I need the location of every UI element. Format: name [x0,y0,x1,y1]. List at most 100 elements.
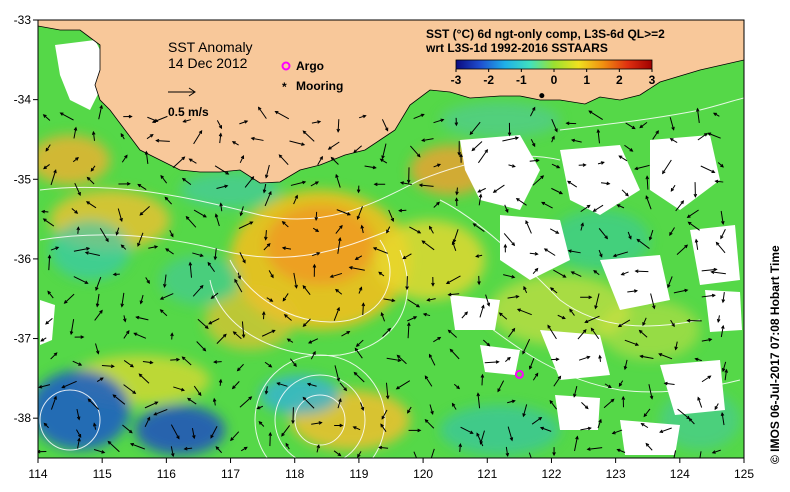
current-vector [50,395,57,410]
current-vector [381,119,389,132]
current-vector [428,353,436,366]
current-vector [522,404,528,418]
current-vector [431,277,435,287]
current-vector [290,180,307,186]
current-vector [714,179,724,184]
current-vector [232,331,242,340]
current-vector [567,180,578,188]
current-vector [407,406,412,414]
current-vector [669,117,675,131]
current-vector [380,312,386,322]
current-vector [503,243,508,253]
current-vector [547,324,557,340]
current-vector [341,331,351,337]
colorbar-tick-label: 1 [583,73,590,87]
current-vector [72,360,83,366]
current-vector [45,317,53,325]
current-vector [107,440,120,453]
current-vector [218,132,223,144]
current-vector [310,181,320,187]
current-vector [263,243,271,251]
current-vector [192,284,204,297]
current-vector [569,308,575,316]
current-vector [61,380,77,389]
current-vector [237,272,242,280]
current-vector [38,384,51,389]
current-vector [329,272,343,278]
vector-scale-label: 0.5 m/s [168,105,209,119]
current-vector [289,140,306,146]
current-vector [285,442,290,450]
current-vector [234,278,243,293]
current-vector [424,419,435,429]
current-vector [455,187,459,196]
x-tick-label: 120 [413,467,433,481]
current-vector [122,424,133,434]
current-vector [604,383,612,389]
current-vector [73,276,89,284]
current-vector [381,409,388,420]
current-vector [667,276,673,289]
current-vector [191,428,196,440]
current-vector [138,373,150,384]
current-vector [348,266,365,271]
current-vector [159,309,168,317]
current-vector [407,316,418,322]
current-vector [639,354,654,359]
current-vector [721,361,727,373]
current-vector [230,431,240,442]
current-vector [577,329,587,340]
current-vector [515,198,527,206]
current-vector [627,231,632,240]
current-vector [721,292,726,304]
current-vector [302,284,311,296]
current-vector [99,227,109,243]
current-vector [484,360,500,364]
current-vector [137,232,144,247]
current-vector [357,451,362,458]
colorbar-tick-label: -3 [451,73,462,87]
current-vector [333,306,340,321]
current-vector [219,202,223,212]
current-vector [139,206,150,216]
current-vector [188,261,193,278]
current-vector [395,380,411,390]
current-vector [594,293,600,310]
current-vector [47,290,54,299]
current-vector [642,317,647,327]
current-vector [264,190,272,207]
current-vector [133,332,147,339]
current-vector [724,368,728,381]
current-vector [590,327,600,340]
current-vector [98,104,103,120]
current-vector [453,383,461,390]
current-vector [596,128,601,144]
current-vector [85,201,97,209]
current-vector [354,255,363,261]
current-vector [308,338,319,344]
current-vector [578,163,587,167]
current-vector [388,209,395,223]
current-vector [386,226,391,234]
current-vector [643,408,651,418]
current-vector [581,402,589,410]
argo-markers [514,369,524,379]
current-vector [383,298,396,303]
current-vector [697,132,708,141]
current-vector [91,130,96,141]
current-vector [381,143,387,160]
current-vector [302,130,315,142]
sst-anomaly-patches [38,102,740,455]
current-vector [406,167,411,184]
current-vector [289,358,297,368]
current-vector [293,194,298,205]
current-vector [314,211,319,222]
current-vector [611,429,623,435]
current-vector [74,335,85,339]
current-vector [597,161,605,165]
current-vector [123,360,134,368]
current-vector [264,164,270,179]
current-vector [551,118,558,133]
current-vector [551,135,555,143]
x-tick-label: 117 [221,467,240,481]
